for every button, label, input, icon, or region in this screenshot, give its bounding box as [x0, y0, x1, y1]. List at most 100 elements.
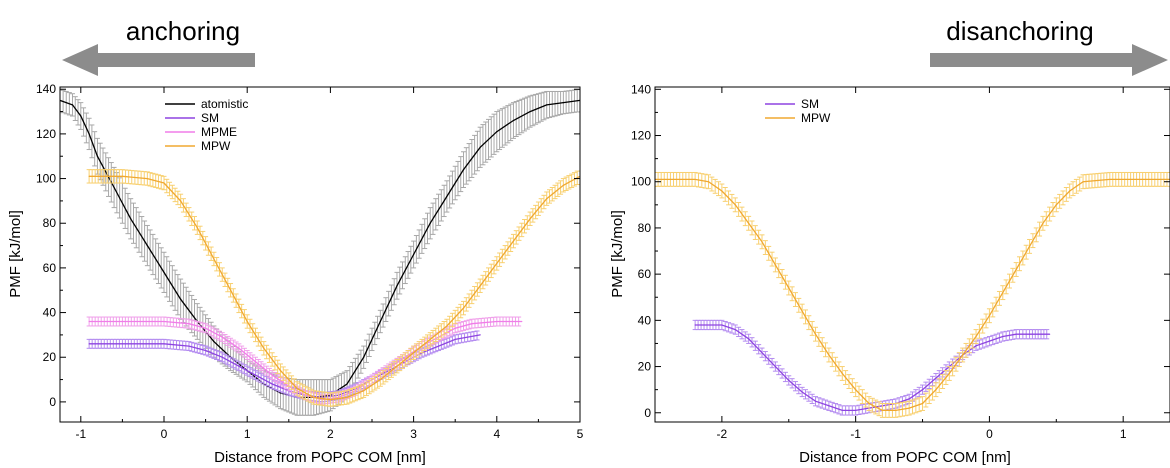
data-point	[446, 325, 448, 327]
anchoring-annotation: anchoring	[62, 16, 255, 76]
data-point	[841, 372, 843, 375]
x-tick-label: -1	[75, 427, 86, 441]
data-point	[80, 115, 82, 117]
data-point	[254, 374, 257, 376]
data-point	[1135, 178, 1138, 181]
right-y-axis-label: PMF [kJ/mol]	[609, 210, 626, 298]
data-point	[828, 354, 830, 356]
data-point	[188, 345, 190, 347]
data-point	[814, 333, 817, 335]
data-point	[761, 352, 763, 354]
data-point	[229, 289, 232, 291]
disanchoring-annotation: disanchoring	[930, 16, 1168, 76]
data-point	[88, 175, 90, 177]
data-point	[1002, 335, 1004, 338]
data-point	[748, 338, 750, 340]
series-mpw	[86, 169, 580, 407]
data-point	[221, 336, 223, 338]
right-arrow	[930, 44, 1168, 76]
data-point	[446, 195, 448, 198]
series-mpme	[86, 316, 523, 405]
y-tick-label: 60	[43, 261, 57, 275]
data-point	[748, 222, 750, 224]
right-plot-area	[655, 171, 1170, 418]
data-point	[238, 365, 240, 367]
data-point	[263, 347, 265, 349]
data-point	[479, 146, 481, 148]
y-tick-label: 80	[638, 221, 652, 235]
data-point	[146, 177, 148, 180]
data-point	[895, 409, 897, 412]
data-point	[396, 285, 398, 287]
y-tick-label: 120	[631, 129, 651, 143]
legend-label-sm: SM	[801, 97, 819, 111]
data-point	[921, 389, 924, 391]
data-point	[1002, 292, 1004, 294]
data-point	[121, 320, 123, 323]
data-point	[71, 104, 74, 106]
data-point	[313, 396, 315, 399]
left-arrow	[62, 44, 255, 76]
data-point	[814, 400, 817, 402]
data-point	[379, 378, 381, 381]
data-point	[801, 310, 803, 312]
data-point	[180, 298, 182, 300]
data-point	[479, 285, 481, 287]
y-tick-label: 0	[49, 395, 56, 409]
data-point	[130, 218, 132, 220]
data-point	[205, 327, 207, 329]
left-axis-ticks: -1 0 1 2 3 4 5 0 20 40 60 80 100 120 140	[36, 82, 584, 441]
y-tick-label: 20	[638, 360, 652, 374]
x-tick-label: -2	[717, 427, 728, 441]
data-point	[1049, 333, 1051, 335]
data-point	[935, 377, 937, 379]
data-point	[462, 307, 465, 309]
x-tick-label: 0	[161, 427, 168, 441]
line-mpw	[655, 178, 1170, 412]
data-point	[271, 383, 273, 385]
series-sm	[692, 319, 1051, 416]
data-point	[988, 340, 991, 342]
data-point	[496, 131, 498, 133]
legend-label-atomistic: atomistic	[201, 97, 248, 111]
data-point	[868, 402, 870, 405]
data-point	[828, 405, 830, 407]
data-point	[88, 343, 90, 345]
data-point	[948, 372, 950, 375]
data-point	[512, 240, 515, 242]
data-point	[529, 110, 531, 113]
data-point	[908, 398, 910, 400]
y-tick-label: 120	[36, 127, 56, 141]
data-point	[1109, 178, 1111, 181]
data-point	[975, 335, 977, 338]
disanchoring-label: disanchoring	[946, 16, 1093, 46]
data-point	[454, 338, 456, 340]
error-bars-sm	[692, 319, 1050, 416]
data-point	[1082, 181, 1084, 183]
data-point	[346, 383, 348, 385]
y-tick-label: 80	[43, 216, 57, 230]
data-point	[1069, 190, 1071, 192]
data-point	[1028, 245, 1031, 248]
data-point	[88, 320, 90, 323]
y-tick-label: 0	[644, 406, 651, 420]
data-point	[196, 227, 198, 229]
data-point	[962, 354, 964, 356]
data-point	[761, 241, 763, 243]
x-tick-label: 2	[327, 427, 334, 441]
data-point	[88, 133, 90, 135]
data-point	[788, 379, 790, 382]
data-point	[213, 341, 215, 343]
data-point	[96, 155, 99, 157]
data-point	[113, 186, 115, 189]
left-plot-frame	[59, 86, 581, 423]
data-point	[734, 328, 736, 331]
data-point	[855, 389, 857, 391]
data-point	[694, 324, 696, 326]
data-point	[935, 389, 937, 391]
data-point	[254, 361, 257, 363]
data-point	[479, 334, 481, 336]
series-mpw	[655, 171, 1170, 418]
